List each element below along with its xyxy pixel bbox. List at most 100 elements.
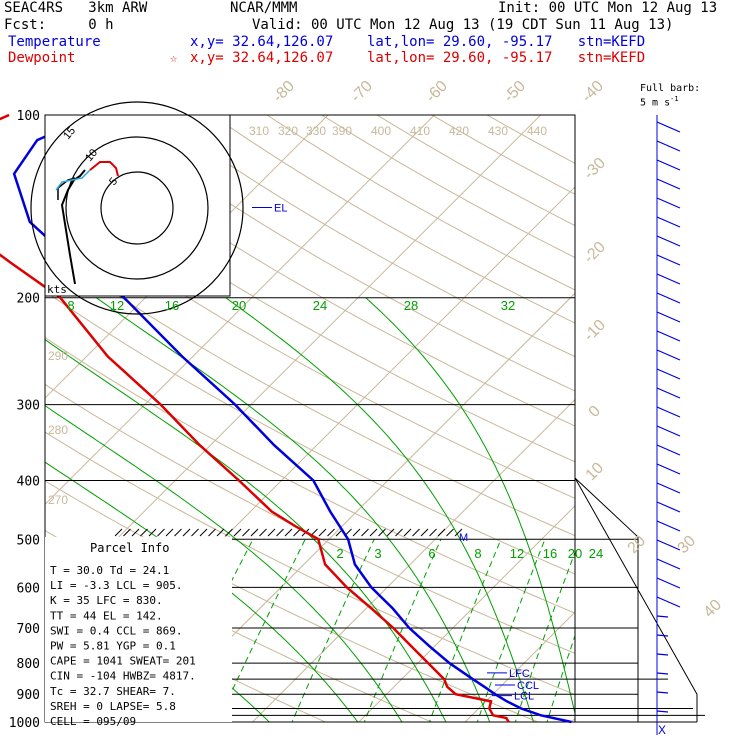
isotherm-label: -10	[581, 317, 609, 345]
freezing-hatch	[437, 528, 446, 537]
hodograph-ring	[100, 171, 174, 245]
level-marker-label: M	[459, 532, 468, 544]
wind-barb	[656, 577, 681, 589]
isotherm-label: -20	[581, 239, 609, 267]
wind-barb	[656, 387, 681, 399]
parcel-row: CAPE = 1041 SWEAT= 201	[50, 655, 196, 668]
hodograph-ring	[30, 101, 244, 315]
wind-barb	[656, 235, 681, 247]
moist-adiabat-label: 8	[67, 298, 74, 313]
dry-adiabat	[45, 290, 575, 575]
pressure-label: 900	[17, 688, 40, 703]
freezing-hatch	[386, 528, 395, 537]
freezing-hatch	[233, 528, 242, 537]
wind-barb	[656, 216, 681, 228]
level-marker-label: CCL	[517, 680, 539, 692]
hodograph-trace	[60, 169, 86, 285]
theta-label: 400	[371, 124, 391, 138]
freezing-hatch	[131, 528, 140, 537]
barb-note-line2: 5 m s	[640, 97, 671, 109]
valid-time: Valid: 00 UTC Mon 12 Aug 13 (19 CDT Sun …	[252, 17, 674, 33]
parcel-row: CIN = -104 HWBZ= 4817.	[50, 670, 196, 683]
freezing-hatch	[165, 528, 174, 537]
pressure-label: 800	[17, 657, 40, 672]
parcel-row: PW = 5.81 YGP = 0.1	[50, 640, 176, 653]
moist-adiabat-label: 16	[165, 298, 179, 313]
wind-barb	[656, 501, 681, 513]
isotherm-label: 20	[625, 532, 650, 557]
temperature-location: x,y= 32.64,126.07 lat,lon= 29.60, -95.17…	[190, 34, 646, 50]
moist-adiabat	[365, 297, 575, 716]
theta-label: 310	[249, 124, 269, 138]
pressure-label: 700	[17, 622, 40, 637]
pressure-label: 600	[17, 581, 40, 596]
isotherm-line	[358, 505, 575, 722]
freezing-hatch	[208, 528, 216, 537]
barb-note-exponent: -1	[670, 95, 679, 103]
freezing-hatch	[148, 528, 157, 537]
pressure-label: 400	[17, 474, 40, 489]
parcel-row: SREH = 0 LAPSE= 5.8	[50, 700, 176, 713]
isotherm-label: -70	[348, 78, 376, 106]
moist-adiabat	[45, 461, 359, 722]
wind-barb	[656, 558, 681, 570]
freezing-hatch	[327, 528, 335, 537]
wind-barb	[656, 311, 681, 323]
mixing-ratio-line	[428, 539, 502, 722]
wind-barb	[656, 330, 681, 342]
dry-adiabat	[45, 200, 575, 499]
isotherm-label: -40	[579, 78, 607, 106]
mixing-ratio-label: 6	[428, 546, 435, 561]
wind-barb	[656, 710, 669, 713]
moist-adiabat-label: 28	[404, 298, 418, 313]
wind-barb	[656, 444, 681, 456]
isotherm-label: -80	[270, 78, 298, 106]
mixing-ratio-line	[476, 539, 546, 722]
moist-adiabat	[95, 297, 491, 722]
moist-adiabat-label: 12	[110, 298, 124, 313]
freezing-hatch	[318, 528, 327, 537]
hodograph-trace-red	[89, 161, 119, 177]
mixing-ratio-label: 3	[374, 546, 381, 561]
isotherm-label: -30	[581, 155, 609, 183]
dry-adiabat	[156, 115, 575, 358]
dry-adiabat	[45, 245, 575, 537]
freezing-hatch	[276, 528, 284, 537]
moist-adiabat-label: 24	[313, 298, 327, 313]
parcel-row: TT = 44 EL = 142.	[50, 609, 163, 622]
theta-labels: 310 320 330 390 400 410 420 430 440 290 280 270	[48, 124, 547, 507]
isotherm-label: 10	[583, 459, 608, 484]
dewpoint-location: x,y= 32.64,126.07 lat,lon= 29.60, -95.17…	[190, 50, 646, 66]
freezing-hatch	[140, 528, 148, 537]
isotherm-line	[45, 115, 329, 399]
isotherm-label: 30	[675, 532, 700, 557]
mixing-ratio-lines	[160, 539, 575, 722]
freezing-hatch	[429, 528, 437, 537]
wind-barb	[656, 482, 681, 494]
center-name: NCAR/MMM	[230, 0, 298, 16]
model-name: SEAC4RS 3km ARW	[4, 0, 148, 16]
wind-barb	[656, 596, 681, 608]
freezing-hatch	[199, 528, 208, 537]
hodograph-trace-secondary	[57, 177, 76, 200]
wind-barb	[656, 140, 681, 152]
freezing-hatch	[293, 528, 301, 537]
freezing-hatch	[225, 528, 233, 537]
wind-barb	[656, 634, 669, 637]
theta-label: 320	[278, 124, 298, 138]
mixing-ratio-line	[363, 539, 442, 722]
freezing-hatch	[454, 528, 463, 537]
freezing-hatch	[174, 528, 182, 537]
dry-adiabat	[46, 115, 575, 427]
parcel-row: Tc = 32.7 SHEAR= 7.	[50, 685, 176, 698]
wind-barb	[656, 368, 681, 380]
mixing-ratio-label: 12	[510, 546, 524, 561]
mixing-ratio-line	[514, 551, 575, 722]
level-marker-label: LCL	[514, 691, 534, 703]
mixing-ratio-label: 8	[474, 546, 481, 561]
dry-adiabat	[486, 115, 575, 164]
freezing-hatch	[259, 528, 267, 537]
